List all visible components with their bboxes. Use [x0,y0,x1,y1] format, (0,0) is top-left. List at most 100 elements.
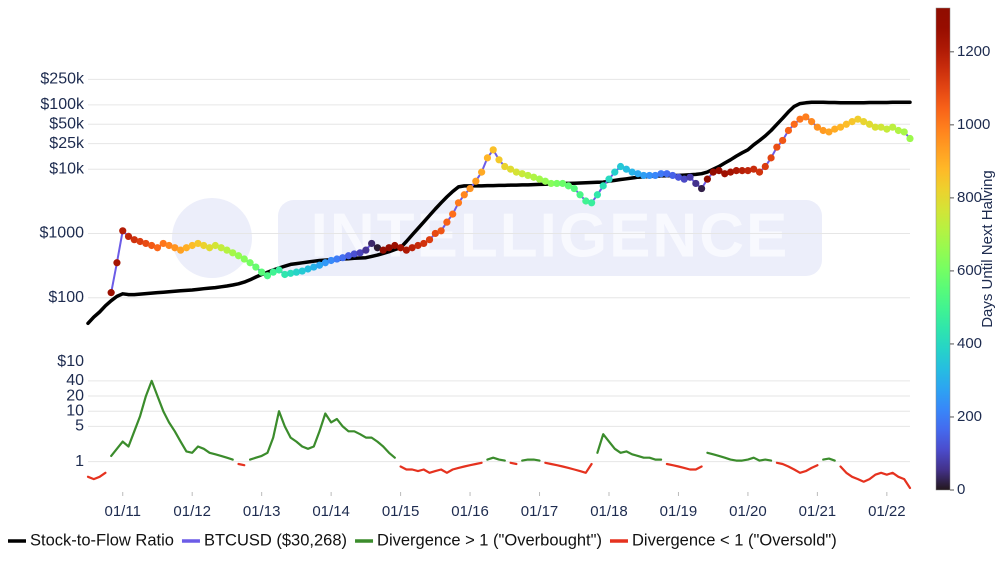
price-point [524,171,532,180]
price-point [669,171,677,180]
colorbar [935,7,951,491]
price-point [889,123,897,131]
price-point [576,191,584,199]
price-point [698,184,706,193]
legend-label: Divergence < 1 ("Oversold") [632,531,837,549]
price-point [767,154,775,162]
price-point [130,236,138,244]
price-point [252,263,260,271]
x-tick-label: 01/22 [868,503,906,520]
price-point [460,191,468,199]
price-point [182,244,191,252]
price-point [327,256,335,265]
price-point [842,120,850,128]
price-point [373,244,382,252]
colorbar-label: Days Until Next Halving [979,170,996,328]
price-point [414,241,422,250]
price-point [900,128,908,136]
price-point [599,182,607,190]
price-point [773,143,781,151]
price-point [547,179,555,188]
price-point [315,261,324,269]
y2-tick-label: 20 [66,387,84,404]
colorbar-tick-label: 200 [957,408,982,425]
price-point [472,177,480,185]
y-tick-label: $100 [48,289,84,306]
price-point [732,167,740,175]
price-point [871,123,879,131]
colorbar-tick-label: 1200 [957,43,990,60]
price-point [564,182,573,190]
price-point [894,126,903,135]
x-tick-label: 01/16 [451,503,489,520]
price-point [738,167,746,175]
price-point [281,270,289,279]
price-point [217,244,225,252]
price-point [489,146,497,154]
price-point [848,118,856,126]
price-point [703,175,711,183]
price-point [506,165,515,173]
y-tick-label: $10 [57,353,84,370]
price-point [153,244,162,252]
price-point [779,136,787,145]
price-point [449,210,457,218]
x-tick-label: 01/17 [521,503,559,520]
x-tick-label: 01/13 [243,503,281,520]
price-point [559,179,567,188]
price-point [593,191,602,199]
price-point [275,266,283,274]
price-point [119,227,127,235]
price-point [790,120,798,128]
price-point [721,170,729,178]
x-tick-label: 01/20 [729,503,767,520]
colorbar-tick-label: 1000 [957,116,990,133]
price-point [692,179,700,188]
price-point [124,232,133,241]
price-point [385,244,393,252]
price-point [755,168,764,176]
x-tick-label: 01/19 [660,503,698,520]
price-point [726,168,735,176]
price-point [234,252,243,260]
price-point [634,170,642,178]
price-point [425,236,434,244]
x-tick-label: 01/14 [312,503,350,520]
price-point [854,115,862,123]
watermark: INTELLIGENCE [172,198,822,278]
y-tick-label: $50k [49,115,85,132]
y-tick-label: $250k [40,71,85,88]
price-point [321,259,329,267]
price-point [651,171,659,180]
price-point [287,269,295,277]
price-point [883,125,891,133]
price-point [553,179,561,188]
y-tick-label: $100k [40,96,85,113]
price-point [628,168,636,176]
price-point [802,113,810,121]
price-point [744,167,752,175]
price-point [819,126,827,135]
price-point [240,255,248,263]
price-point [350,250,358,258]
price-point [831,125,839,133]
x-tick-label: 01/18 [590,503,628,520]
price-point [640,171,648,180]
series-line [110,379,836,462]
price-point [246,259,254,267]
y2-tick-label: 10 [66,402,84,419]
price-point [570,184,578,193]
price-point [680,175,688,183]
price-point [194,239,202,248]
price-point [165,241,173,250]
price-point [454,199,463,207]
price-point [431,229,439,238]
price-point [408,244,416,252]
legend-label: Stock-to-Flow Ratio [30,531,174,549]
price-point [645,171,654,180]
legend-label: Divergence > 1 ("Overbought") [377,531,602,549]
price-point [807,118,816,126]
price-point [611,168,619,176]
price-point [495,156,503,164]
